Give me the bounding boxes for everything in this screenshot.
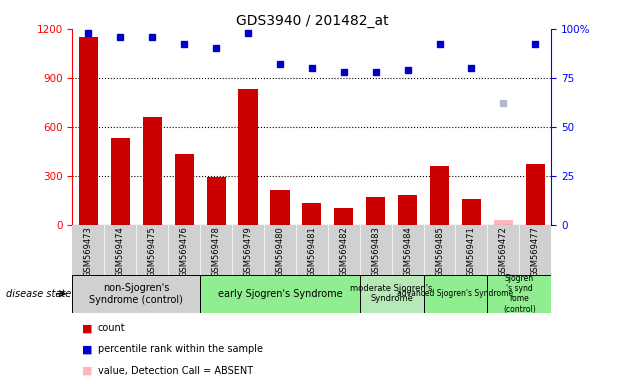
Text: advanced Sjogren's Syndrome: advanced Sjogren's Syndrome (398, 289, 513, 298)
Bar (430, 166, 449, 225)
Bar (111, 138, 130, 225)
Bar (200, 275, 360, 313)
Bar (302, 204, 321, 225)
Text: GSM569474: GSM569474 (116, 226, 125, 277)
Bar (423, 275, 488, 313)
Bar (142, 117, 162, 225)
Text: GSM569472: GSM569472 (499, 226, 508, 277)
Bar (334, 209, 353, 225)
Text: ■: ■ (82, 366, 93, 376)
Text: GSM569475: GSM569475 (148, 226, 157, 277)
Bar (366, 197, 386, 225)
Text: count: count (98, 323, 125, 333)
Text: GSM569483: GSM569483 (371, 226, 380, 277)
Bar (270, 190, 290, 225)
Text: GSM569477: GSM569477 (531, 226, 540, 277)
Text: GSM569478: GSM569478 (212, 226, 220, 277)
Text: moderate Sjogren's
Syndrome: moderate Sjogren's Syndrome (350, 284, 433, 303)
Bar (175, 154, 194, 225)
Bar (79, 37, 98, 225)
Text: GSM569473: GSM569473 (84, 226, 93, 277)
Text: GSM569480: GSM569480 (275, 226, 284, 277)
Bar (462, 199, 481, 225)
Bar (398, 195, 417, 225)
Text: GSM569476: GSM569476 (180, 226, 188, 277)
Text: percentile rank within the sample: percentile rank within the sample (98, 344, 263, 354)
Bar (207, 177, 226, 225)
Bar (360, 275, 423, 313)
Text: disease state: disease state (6, 289, 72, 299)
Text: Sjogren
's synd
rome
(control): Sjogren 's synd rome (control) (503, 274, 536, 314)
Text: GSM569481: GSM569481 (307, 226, 316, 277)
Text: early Sjogren's Syndrome: early Sjogren's Syndrome (217, 289, 342, 299)
Text: GSM569484: GSM569484 (403, 226, 412, 277)
Bar (72, 275, 200, 313)
Text: GSM569479: GSM569479 (244, 226, 253, 277)
Text: GSM569485: GSM569485 (435, 226, 444, 277)
Text: value, Detection Call = ABSENT: value, Detection Call = ABSENT (98, 366, 253, 376)
Title: GDS3940 / 201482_at: GDS3940 / 201482_at (236, 14, 388, 28)
Bar (525, 164, 545, 225)
Text: ■: ■ (82, 344, 93, 354)
Text: GSM569482: GSM569482 (340, 226, 348, 277)
Bar (494, 220, 513, 225)
Text: non-Sjogren's
Syndrome (control): non-Sjogren's Syndrome (control) (89, 283, 183, 305)
Text: GSM569471: GSM569471 (467, 226, 476, 277)
Bar (488, 275, 551, 313)
Text: ■: ■ (82, 323, 93, 333)
Bar (238, 89, 258, 225)
